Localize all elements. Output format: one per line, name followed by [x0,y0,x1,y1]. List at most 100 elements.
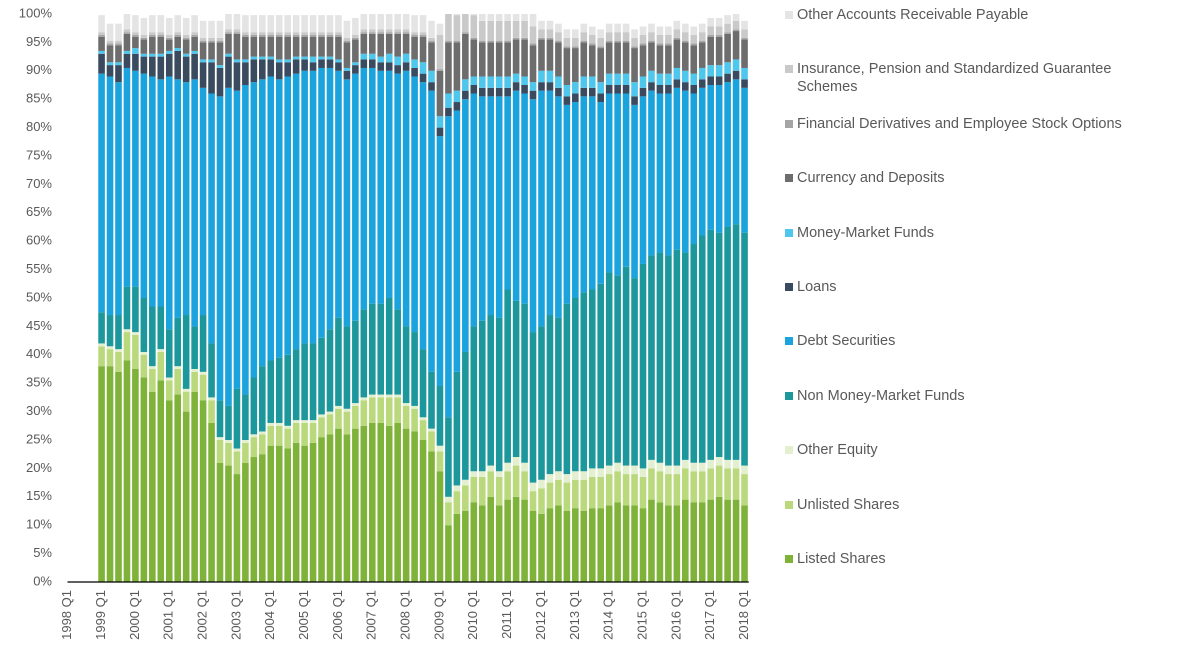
bar-segment [605,32,613,41]
bar-segment [428,40,435,43]
bar-segment [656,45,664,74]
bar-segment [149,76,156,307]
bar-segment [445,116,452,418]
bar-segment [377,14,385,30]
bar-segment [242,394,249,440]
bar-segment [394,56,401,66]
bar-segment [478,505,486,582]
bar-segment [250,457,258,582]
bar-segment [115,371,122,582]
bar-segment [563,104,571,304]
bar-segment [445,93,452,108]
bar-segment [656,502,664,582]
bar-segment [665,43,672,46]
bar-segment [326,35,334,37]
bar-segment [216,65,224,68]
y-tick-label: 10% [26,517,52,532]
bar-segment [419,417,427,421]
bar-segment [157,56,165,80]
bar-segment [149,306,156,367]
bar-segment [445,1,452,12]
bar-segment [419,35,427,37]
bar-segment [724,73,731,83]
bar-segment [292,35,300,37]
bar-segment [588,96,596,290]
bar-segment [741,79,748,88]
bar-segment [707,468,714,500]
bar-segment [132,286,139,333]
bar-segment [157,53,165,57]
bar-segment [588,45,596,77]
bar-segment [335,317,342,406]
bar-segment [275,357,283,423]
bar-segment [648,459,655,469]
bar-segment [588,289,596,469]
bar-segment [242,442,249,463]
bar-segment [428,37,435,41]
bar-segment [546,39,554,71]
bar-segment [242,462,249,582]
bar-segment [538,70,545,83]
bar-segment [326,56,334,60]
x-tick-label: 2001 Q1 [161,590,176,640]
bar-segment [715,496,723,582]
bar-segment [216,42,224,66]
bar-segment [478,320,486,472]
bar-segment [478,87,486,97]
y-tick-label: 35% [26,375,52,390]
bar-segment [732,459,740,469]
bar-segment [648,70,655,83]
bar-segment [377,397,385,423]
bar-segment [267,59,275,77]
bar-segment [538,90,545,327]
bar-segment [428,90,435,372]
bar-segment [98,50,105,54]
bar-segment [741,39,748,68]
x-tick-label: 2017 Q1 [702,590,717,640]
bar-segment [368,32,376,34]
bar-segment [385,29,393,33]
bar-segment [208,62,215,94]
legend-item: Listed Shares [785,550,1125,604]
bar-segment [605,23,613,33]
bar-segment [326,59,334,68]
bar-segment [233,451,241,475]
x-tick-label: 2000 Q1 [127,590,142,640]
bar-segment [174,79,182,318]
bar-segment [529,511,537,582]
bar-segment [199,62,207,88]
bar-segment [301,36,308,57]
bar-segment [724,23,731,33]
y-tick-label: 100% [19,5,53,20]
bar-segment [724,82,731,227]
bar-segment [360,309,368,398]
bar-segment [631,37,638,47]
bar-segment [132,369,139,582]
bar-segment [411,32,418,36]
bar-segment [140,53,148,57]
legend-swatch [785,282,793,291]
bar-segment [292,349,300,421]
bar-segment [707,499,714,582]
bar-segment [335,405,342,409]
bar-segment [98,366,105,582]
x-tick-label: 2014 Q1 [601,590,616,640]
bar-segment [715,85,723,233]
bar-segment [309,62,317,71]
bar-segment [402,33,410,54]
bar-segment [191,391,198,582]
bar-segment [698,87,706,236]
bar-segment [411,67,418,77]
bar-segment [580,42,588,77]
bar-segment [123,33,131,51]
bar-segment [377,422,385,582]
bar-segment [597,37,605,47]
bar-segment [656,462,664,472]
bar-segment [132,70,139,287]
bar-segment [267,35,275,37]
bar-segment [182,388,190,392]
bar-segment [123,329,131,333]
bar-segment [149,35,156,37]
bar-segment [648,42,655,71]
bar-segment [250,59,258,83]
